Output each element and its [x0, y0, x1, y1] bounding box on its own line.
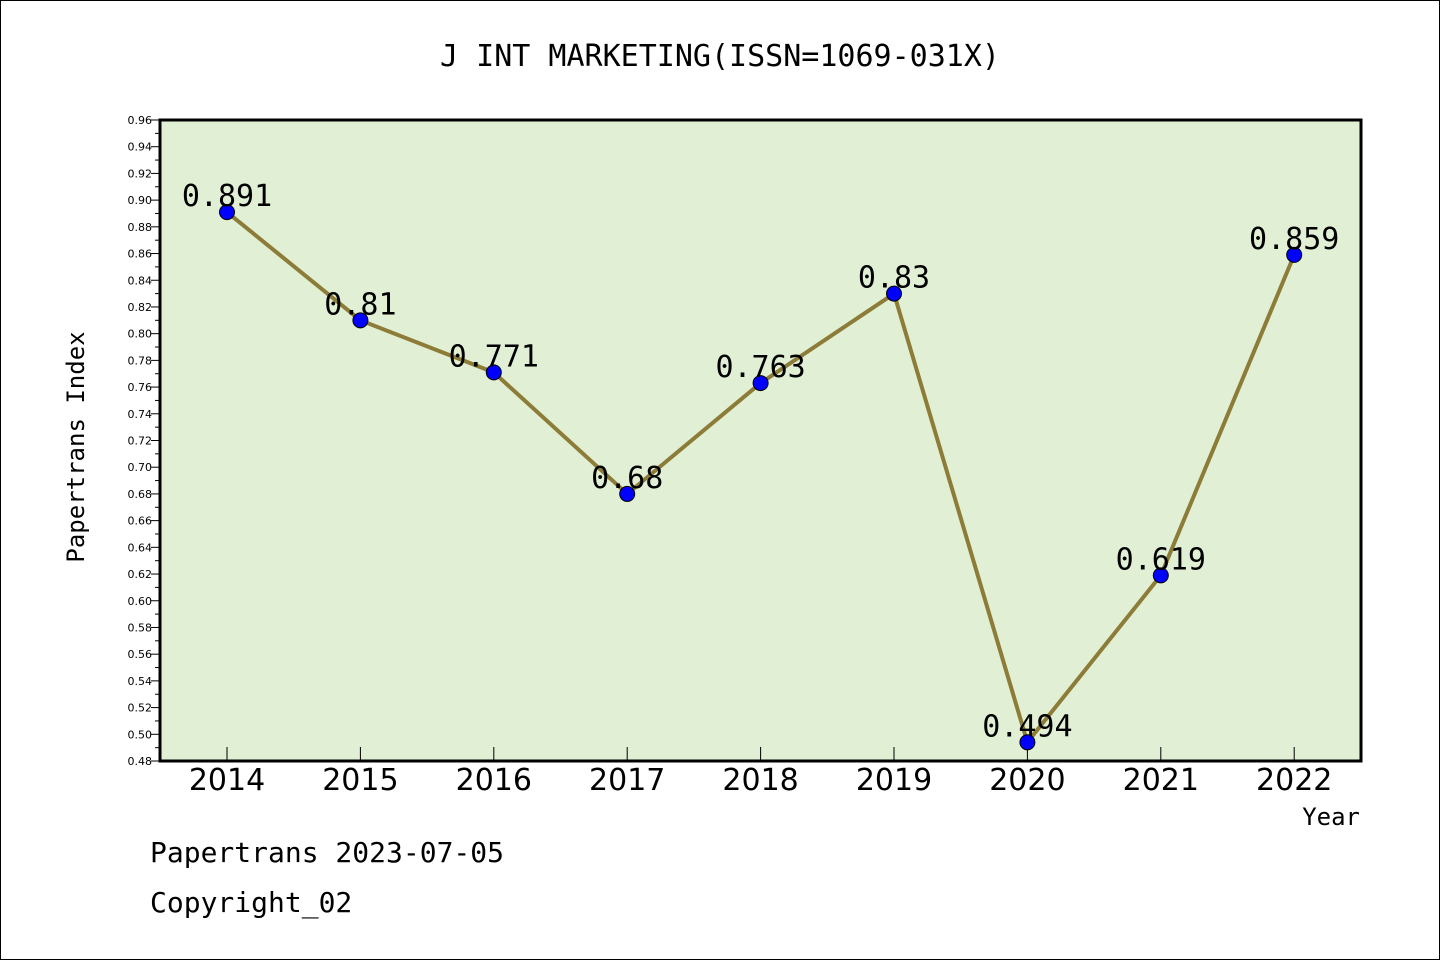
y-tick-label: 0.86 [128, 248, 153, 261]
y-tick-label: 0.82 [128, 301, 153, 314]
x-tick-label: 2020 [989, 763, 1065, 798]
data-point [485, 364, 502, 381]
data-label: 0.771 [449, 339, 539, 374]
data-label: 0.83 [858, 261, 930, 296]
y-tick-label: 0.62 [128, 568, 153, 581]
y-axis-label: Papertrans Index [62, 331, 90, 562]
y-tick-label: 0.64 [128, 541, 153, 554]
y-tick-label: 0.56 [128, 648, 153, 661]
data-label: 0.81 [324, 287, 396, 322]
y-tick-label: 0.72 [128, 435, 153, 448]
y-tick-label: 0.78 [128, 354, 153, 367]
data-label: 0.891 [182, 179, 272, 214]
data-label: 0.763 [715, 350, 805, 385]
data-label: 0.619 [1116, 542, 1206, 577]
y-tick-label: 0.80 [128, 328, 153, 341]
plot-area [158, 118, 1363, 763]
data-point [886, 285, 902, 302]
y-tick-label: 0.54 [128, 675, 153, 688]
y-tick-label: 0.76 [128, 381, 153, 394]
x-axis-label: Year [1302, 803, 1360, 831]
y-tick-label: 0.88 [128, 221, 153, 234]
data-point [1152, 567, 1169, 584]
data-point [619, 485, 636, 502]
x-tick-label: 2016 [456, 763, 532, 798]
data-label: 0.494 [982, 709, 1072, 744]
y-tick-label: 0.94 [128, 141, 153, 154]
chart-title: J INT MARKETING(ISSN=1069-031X) [440, 39, 1000, 74]
data-label: 0.859 [1249, 222, 1339, 257]
y-tick-label: 0.48 [128, 755, 153, 768]
x-tick-label: 2017 [589, 763, 665, 798]
y-tick-label: 0.52 [128, 702, 153, 715]
data-point [219, 204, 235, 221]
footer-date-text: Papertrans 2023-07-05 [150, 836, 505, 869]
y-tick-label: 0.60 [128, 595, 153, 608]
y-tick-label: 0.74 [128, 408, 153, 421]
y-tick-label: 0.50 [128, 728, 153, 741]
y-tick-label: 0.68 [128, 488, 153, 501]
y-tick-label: 0.84 [128, 274, 153, 287]
y-tick-label: 0.96 [128, 114, 153, 127]
x-axis: 2014 2015 2016 2017 2018 2019 2020 2021 2022 [189, 747, 1332, 798]
footer-copyright-text: Copyright_02 [150, 886, 353, 919]
series-papertrans-index [219, 204, 1303, 751]
y-axis: 0.48 0.50 0.52 0.54 0.56 0.58 0.60 0.62 0.64 0.66… [128, 114, 160, 768]
y-tick-label: 0.58 [128, 621, 153, 634]
data-point [1286, 246, 1303, 263]
data-label: 0.68 [591, 461, 663, 496]
y-tick-label: 0.70 [128, 461, 153, 474]
y-tick-label: 0.90 [128, 194, 153, 207]
y-tick-label: 0.92 [128, 167, 153, 180]
x-tick-label: 2014 [189, 763, 265, 798]
x-tick-label: 2019 [856, 763, 932, 798]
x-tick-label: 2021 [1123, 763, 1199, 798]
x-tick-label: 2018 [722, 763, 798, 798]
x-tick-label: 2015 [322, 763, 398, 798]
x-tick-label: 2022 [1256, 763, 1332, 798]
data-labels: 0.891 0.81 0.771 0.68 0.763 0.83 0.494 0.619 0.8… [182, 179, 1340, 744]
data-point [352, 312, 369, 329]
data-point [752, 375, 769, 392]
data-point [1019, 734, 1036, 751]
y-tick-label: 0.66 [128, 515, 153, 528]
